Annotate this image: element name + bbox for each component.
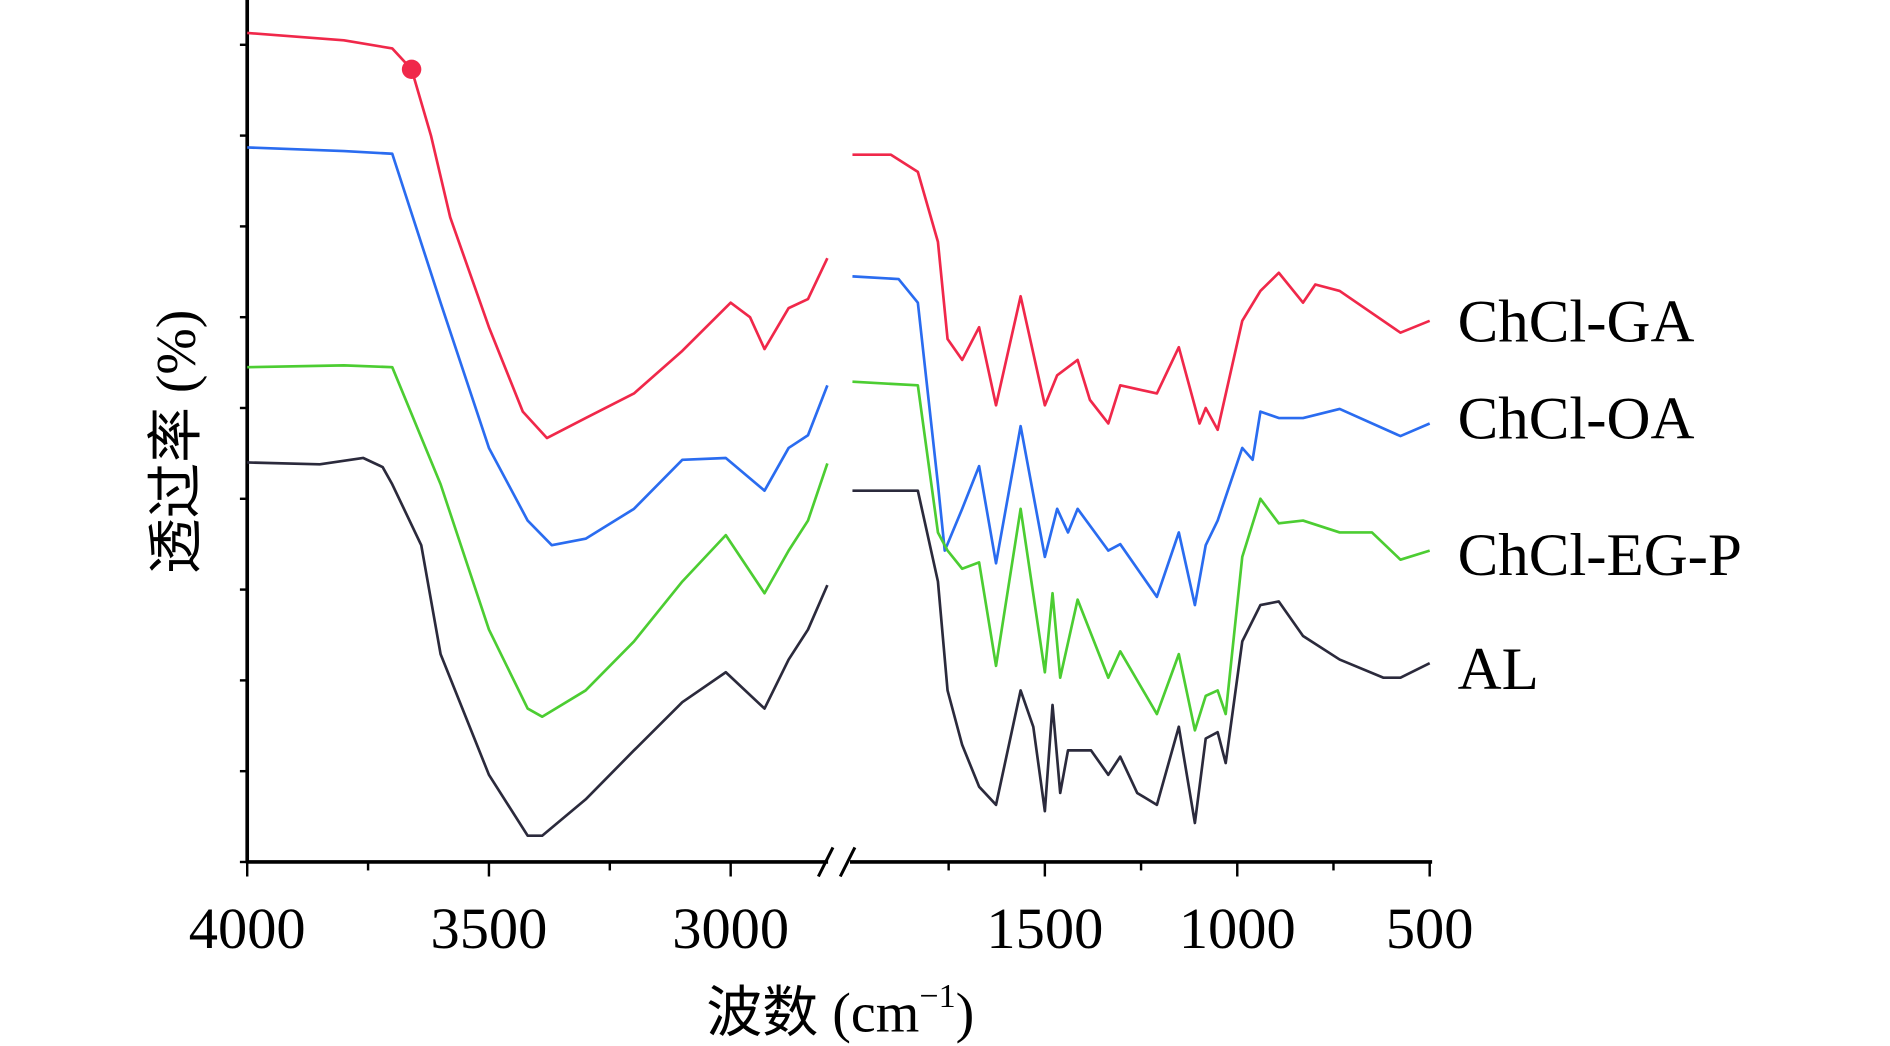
series-line-chcl-ga bbox=[247, 31, 1431, 440]
x-tick-label: 3500 bbox=[431, 896, 548, 961]
legend-label: ChCl-OA bbox=[1458, 385, 1695, 452]
x-tick-label: 1000 bbox=[1179, 896, 1296, 961]
series-marker bbox=[401, 59, 422, 79]
x-tick-label: 4000 bbox=[189, 896, 306, 961]
axis-break-mark bbox=[838, 846, 857, 878]
series-line-chcl-eg-p bbox=[247, 364, 1431, 732]
series-line-al bbox=[247, 456, 1431, 838]
axis-break-mark bbox=[816, 846, 835, 878]
x-tick-label: 1500 bbox=[986, 896, 1103, 961]
axes: 4000 3500 3000 1500 1000 500 bbox=[189, 0, 1474, 961]
y-axis-label: 透过率 (%) bbox=[146, 310, 208, 574]
x-axis-label: 波数 (cm−1) bbox=[706, 978, 974, 1044]
legend-label: AL bbox=[1458, 636, 1539, 703]
series-line-chcl-oa bbox=[247, 146, 1431, 607]
x-tick-label: 500 bbox=[1386, 896, 1474, 961]
legend: ChCl-GA ChCl-OA ChCl-EG-P AL bbox=[1458, 289, 1742, 703]
x-tick-label: 3000 bbox=[672, 896, 789, 961]
legend-label: ChCl-GA bbox=[1458, 289, 1695, 356]
legend-label: ChCl-EG-P bbox=[1458, 522, 1742, 589]
series-lines bbox=[247, 31, 1431, 838]
